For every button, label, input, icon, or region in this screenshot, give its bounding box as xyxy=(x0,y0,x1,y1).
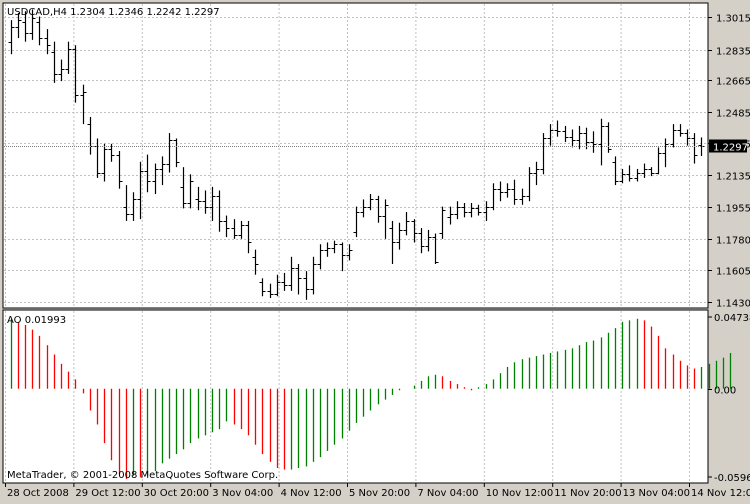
price-y-tick-label: 1.2835 xyxy=(716,47,750,58)
x-tick-label: 7 Nov 04:00 xyxy=(417,488,478,499)
x-tick-label: 5 Nov 20:00 xyxy=(349,488,410,499)
ao-y-tick-label: -0.05966 xyxy=(714,473,750,484)
symbol-header: USDCAD,H4 1.2304 1.2346 1.2242 1.2297 xyxy=(7,7,220,18)
last-price-label: 1.2297 xyxy=(713,143,748,154)
ao-y-tick-label: 0.04738 xyxy=(714,313,750,324)
x-tick-label: 11 Nov 20:00 xyxy=(554,488,621,499)
x-tick-label: 4 Nov 12:00 xyxy=(281,488,342,499)
x-tick-label: 29 Oct 12:00 xyxy=(75,488,140,499)
price-y-tick-label: 1.3015 xyxy=(716,14,750,25)
ao-header: AO 0.01993 xyxy=(7,315,66,326)
ao-y-tick-label: 0.00 xyxy=(714,386,736,397)
price-y-tick-label: 1.2135 xyxy=(716,172,750,183)
x-tick-label: 10 Nov 12:00 xyxy=(486,488,553,499)
price-y-tick-label: 1.1780 xyxy=(716,236,750,247)
x-tick-label: 3 Nov 04:00 xyxy=(212,488,273,499)
price-y-tick-label: 1.2665 xyxy=(716,77,750,88)
price-pane[interactable] xyxy=(3,3,708,308)
x-tick-label: 30 Oct 20:00 xyxy=(144,488,209,499)
copyright-text: MetaTrader, © 2001-2008 MetaQuotes Softw… xyxy=(7,470,278,481)
price-y-tick-label: 1.1955 xyxy=(716,204,750,215)
price-y-tick-label: 1.1605 xyxy=(716,267,750,278)
x-tick-label: 14 Nov 12:00 xyxy=(691,488,750,499)
price-y-tick-label: 1.1430 xyxy=(716,299,750,310)
ao-pane[interactable] xyxy=(3,310,708,483)
x-tick-label: 28 Oct 2008 xyxy=(7,488,69,499)
x-tick-label: 13 Nov 04:00 xyxy=(623,488,690,499)
price-y-tick-label: 1.2485 xyxy=(716,109,750,120)
